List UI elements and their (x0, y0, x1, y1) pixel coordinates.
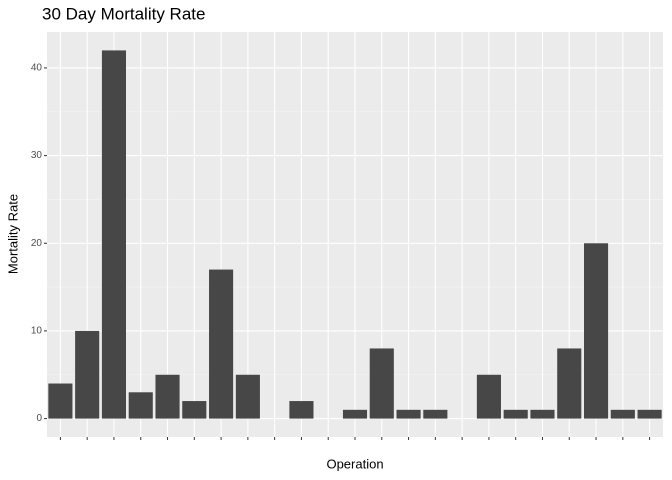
bar (209, 269, 234, 419)
bar (182, 401, 207, 419)
bar (423, 409, 448, 419)
bar (155, 374, 180, 419)
bar (583, 243, 609, 419)
bar (128, 392, 153, 419)
bar (342, 409, 368, 419)
bar (48, 383, 73, 419)
y-axis-title: Mortality Rate (5, 194, 20, 274)
chart-title: 30 Day Mortality Rate (42, 4, 205, 23)
y-tick-label: 10 (31, 326, 43, 337)
bar (75, 330, 100, 419)
y-tick-label: 30 (31, 150, 43, 161)
bar (530, 409, 555, 419)
y-tick-label: 0 (36, 413, 42, 424)
bar (289, 401, 314, 419)
bar (476, 374, 501, 419)
bar (637, 409, 662, 419)
bar (235, 374, 260, 419)
bar (557, 348, 582, 419)
bar (503, 409, 528, 419)
x-axis-title: Operation (326, 456, 383, 471)
bar (396, 409, 421, 419)
bar (369, 348, 394, 419)
bar (610, 409, 635, 419)
y-tick-label: 20 (31, 238, 43, 249)
bar (101, 50, 127, 419)
y-tick-label: 40 (31, 63, 43, 74)
